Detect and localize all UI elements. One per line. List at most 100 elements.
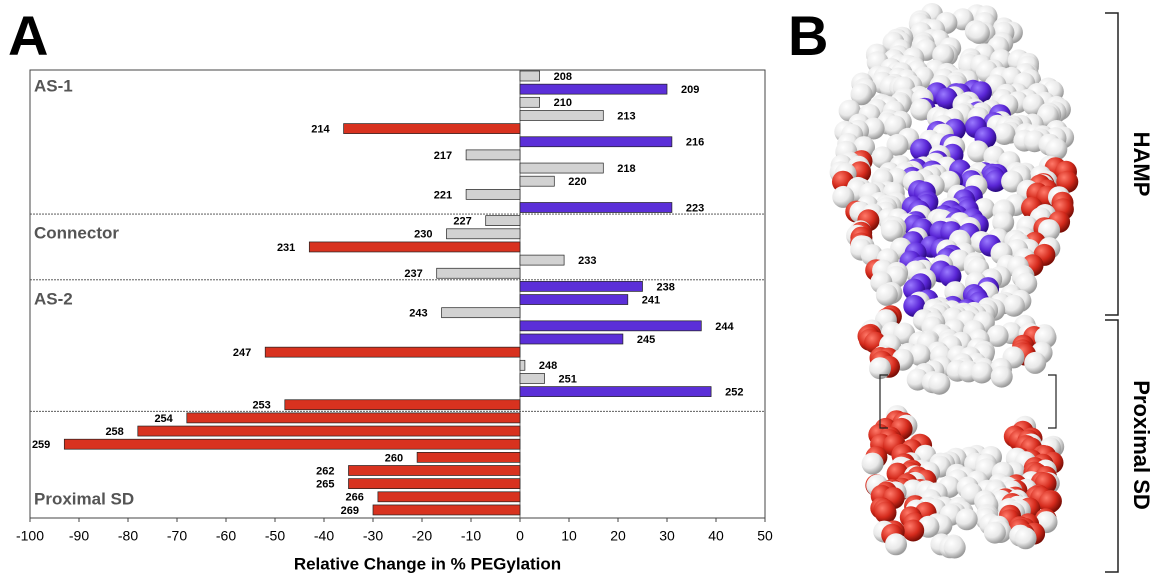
bar-label: 214 <box>311 124 330 136</box>
bar <box>187 413 520 423</box>
x-tick-label: -80 <box>118 528 138 544</box>
bar-label: 260 <box>385 452 403 464</box>
bar <box>344 124 520 134</box>
panel-letter: B <box>788 4 828 67</box>
domain-label: Proximal SD <box>1129 380 1154 510</box>
bar <box>520 71 540 81</box>
bar <box>349 466 521 476</box>
atom-sphere <box>1024 352 1046 374</box>
molecule-rendering <box>830 3 1079 559</box>
bar <box>373 505 520 515</box>
atom-sphere <box>971 362 993 384</box>
bar-label: 218 <box>617 163 635 175</box>
x-tick-label: -40 <box>314 528 334 544</box>
bar <box>466 150 520 160</box>
bar-label: 245 <box>637 334 655 346</box>
x-tick-label: -10 <box>461 528 481 544</box>
bar <box>520 203 672 213</box>
bar-label: 244 <box>715 321 734 333</box>
x-tick-label: 10 <box>561 528 577 544</box>
bar-label: 217 <box>434 150 452 162</box>
bar-label: 252 <box>725 387 743 399</box>
bar <box>520 163 603 173</box>
region-label: Proximal SD <box>34 489 134 508</box>
bar <box>520 137 672 147</box>
atom-sphere <box>968 22 990 44</box>
bar <box>466 189 520 199</box>
atom-sphere <box>1003 295 1025 317</box>
bar <box>447 229 521 239</box>
bar-label: 247 <box>233 347 251 359</box>
x-tick-label: 50 <box>757 528 773 544</box>
bar <box>437 268 520 278</box>
bar-label: 238 <box>657 281 675 293</box>
bar-label: 230 <box>414 229 432 241</box>
x-tick-label: 20 <box>610 528 626 544</box>
atom-sphere <box>956 508 978 530</box>
bar <box>520 373 545 383</box>
atom-sphere <box>993 123 1015 145</box>
bar-label: 221 <box>434 189 452 201</box>
bar <box>64 439 520 449</box>
x-tick-label: -100 <box>16 528 44 544</box>
bar <box>285 400 520 410</box>
bar-label: 209 <box>681 84 699 96</box>
atom-sphere <box>862 453 884 475</box>
x-tick-label: -30 <box>363 528 383 544</box>
atom-sphere <box>928 373 950 395</box>
x-tick-label: -70 <box>167 528 187 544</box>
bar-label: 233 <box>578 255 596 267</box>
bar-label: 253 <box>252 400 270 412</box>
figure: A B HAMP Proximal SD -100-90-80-70-60-50… <box>0 0 1163 577</box>
atom-sphere <box>991 366 1013 388</box>
bar-label: 208 <box>554 71 572 83</box>
bar-label: 251 <box>559 373 577 385</box>
bar <box>378 492 520 502</box>
atom-sphere <box>984 522 1006 544</box>
bar <box>520 281 643 291</box>
x-tick-label: -90 <box>69 528 89 544</box>
bar <box>265 347 520 357</box>
bar <box>309 242 520 252</box>
bar <box>520 295 628 305</box>
bar <box>486 216 520 226</box>
bar <box>520 97 540 107</box>
region-label: AS-2 <box>34 289 73 308</box>
bar-label: 262 <box>316 465 334 477</box>
bar-label: 265 <box>316 479 334 491</box>
bar-label: 213 <box>617 110 635 122</box>
x-tick-label: 30 <box>659 528 675 544</box>
bar <box>520 334 623 344</box>
atom-sphere <box>876 284 898 306</box>
atom-sphere <box>885 533 907 555</box>
x-tick-label: -20 <box>412 528 432 544</box>
bar <box>520 255 564 265</box>
atom-sphere <box>944 537 966 559</box>
domain-label: HAMP <box>1129 132 1154 197</box>
bar-label: 269 <box>341 505 359 517</box>
x-tick-label: 0 <box>516 528 524 544</box>
atom-sphere <box>902 520 924 542</box>
bar-label: 210 <box>554 97 572 109</box>
x-tick-label: -50 <box>265 528 285 544</box>
bar-label: 227 <box>453 216 471 228</box>
bar <box>442 308 520 318</box>
bar <box>520 360 525 370</box>
region-label: Connector <box>34 224 119 243</box>
bar-label: 266 <box>346 492 364 504</box>
bar <box>520 84 667 94</box>
region-label: AS-1 <box>34 76 73 95</box>
bracket <box>1105 13 1118 572</box>
bar-label: 248 <box>539 360 557 372</box>
bar-label: 259 <box>32 439 50 451</box>
bar-label: 231 <box>277 242 295 254</box>
bar <box>349 479 521 489</box>
panel-letter: A <box>8 4 48 67</box>
bar <box>520 110 603 120</box>
atom-sphere <box>875 502 897 524</box>
atom-sphere <box>1015 527 1037 549</box>
bar <box>520 321 701 331</box>
x-tick-label: 40 <box>708 528 724 544</box>
x-axis-title: Relative Change in % PEGylation <box>294 554 561 573</box>
bar <box>417 452 520 462</box>
